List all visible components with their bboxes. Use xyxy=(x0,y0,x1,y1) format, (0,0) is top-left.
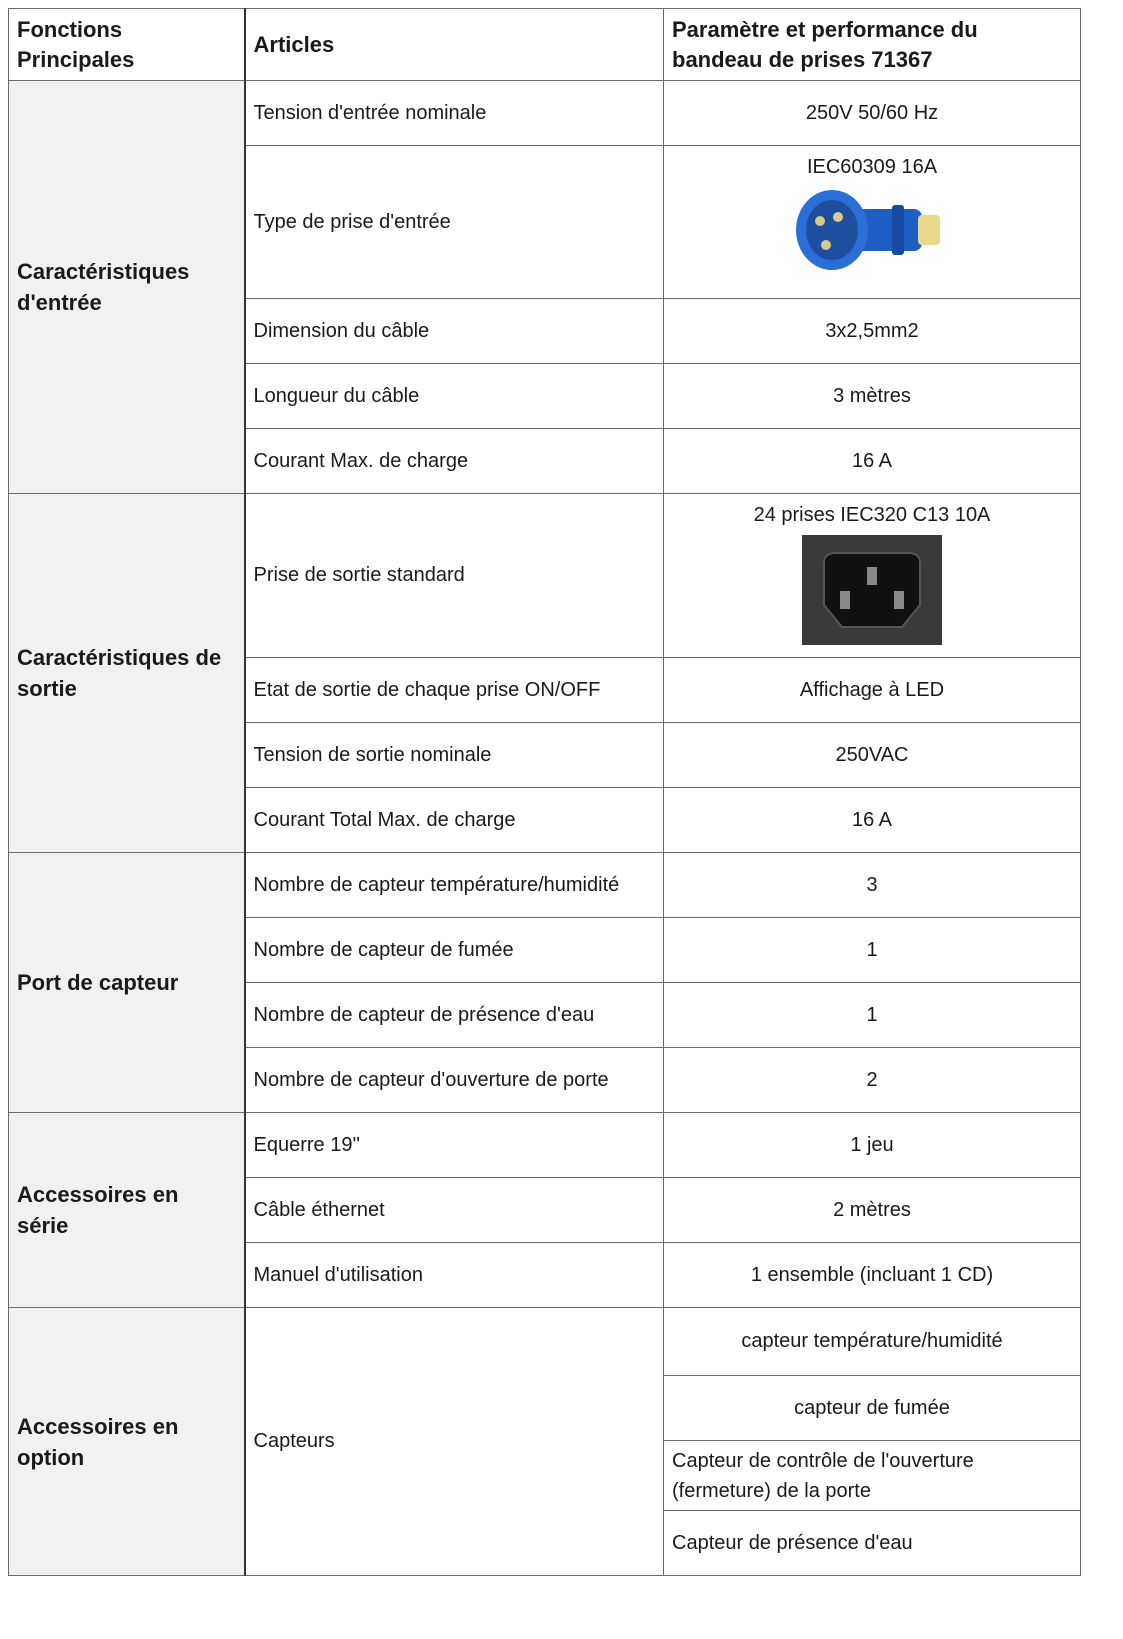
value-cell: IEC60309 16A xyxy=(663,145,1081,299)
value: 24 prises IEC320 C13 10A xyxy=(753,504,991,526)
value: 2 xyxy=(663,1047,1081,1113)
item: Courant Max. de charge xyxy=(244,428,664,494)
value: IEC60309 16A xyxy=(806,156,938,178)
header-cell: Fonctions Principales xyxy=(8,8,246,81)
value: 3x2,5mm2 xyxy=(663,298,1081,364)
group-name: Accessoires en série xyxy=(8,1112,246,1308)
item: Nombre de capteur d'ouverture de porte xyxy=(244,1047,664,1113)
item: Courant Total Max. de charge xyxy=(244,787,664,853)
group-name: Accessoires en option xyxy=(8,1307,246,1576)
value: 3 mètres xyxy=(663,363,1081,429)
value: 1 ensemble (incluant 1 CD) xyxy=(663,1242,1081,1308)
spec-table: Fonctions Principales Articles Paramètre… xyxy=(8,8,1081,1576)
item: Nombre de capteur température/humidité xyxy=(244,852,664,918)
header-cell: Paramètre et performance du bandeau de p… xyxy=(663,8,1081,81)
header-cell: Articles xyxy=(244,8,664,81)
value: 1 jeu xyxy=(663,1112,1081,1178)
value-cell: 24 prises IEC320 C13 10A xyxy=(663,493,1081,658)
item: Tension d'entrée nominale xyxy=(244,80,664,146)
plug-image xyxy=(796,190,940,270)
value: 16 A xyxy=(663,787,1081,853)
item: Tension de sortie nominale xyxy=(244,722,664,788)
value: 3 xyxy=(663,852,1081,918)
item: Manuel d'utilisation xyxy=(244,1242,664,1308)
value: 2 mètres xyxy=(663,1177,1081,1243)
value: Capteur de présence d'eau xyxy=(663,1510,1081,1576)
item: Type de prise d'entrée xyxy=(244,145,664,299)
value: 250VAC xyxy=(663,722,1081,788)
item: Câble éthernet xyxy=(244,1177,664,1243)
item: Nombre de capteur de présence d'eau xyxy=(244,982,664,1048)
item: Capteurs xyxy=(244,1307,664,1576)
value: Affichage à LED xyxy=(663,657,1081,723)
value: capteur de fumée xyxy=(663,1375,1081,1441)
item: Equerre 19'' xyxy=(244,1112,664,1178)
item: Prise de sortie standard xyxy=(244,493,664,658)
group-name: Caractéristiques de sortie xyxy=(8,493,246,853)
item: Etat de sortie de chaque prise ON/OFF xyxy=(244,657,664,723)
value: 1 xyxy=(663,982,1081,1048)
item: Dimension du câble xyxy=(244,298,664,364)
group-name: Caractéristiques d'entrée xyxy=(8,80,246,494)
item: Longueur du câble xyxy=(244,363,664,429)
value: capteur température/humidité xyxy=(663,1307,1081,1376)
value: 1 xyxy=(663,917,1081,983)
item: Nombre de capteur de fumée xyxy=(244,917,664,983)
header-row: Fonctions Principales Articles Paramètre… xyxy=(8,8,1081,81)
value: Capteur de contrôle de l'ouverture (ferm… xyxy=(663,1440,1081,1511)
group-name: Port de capteur xyxy=(8,852,246,1113)
value: 250V 50/60 Hz xyxy=(663,80,1081,146)
value: 16 A xyxy=(663,428,1081,494)
socket-image xyxy=(802,535,942,645)
